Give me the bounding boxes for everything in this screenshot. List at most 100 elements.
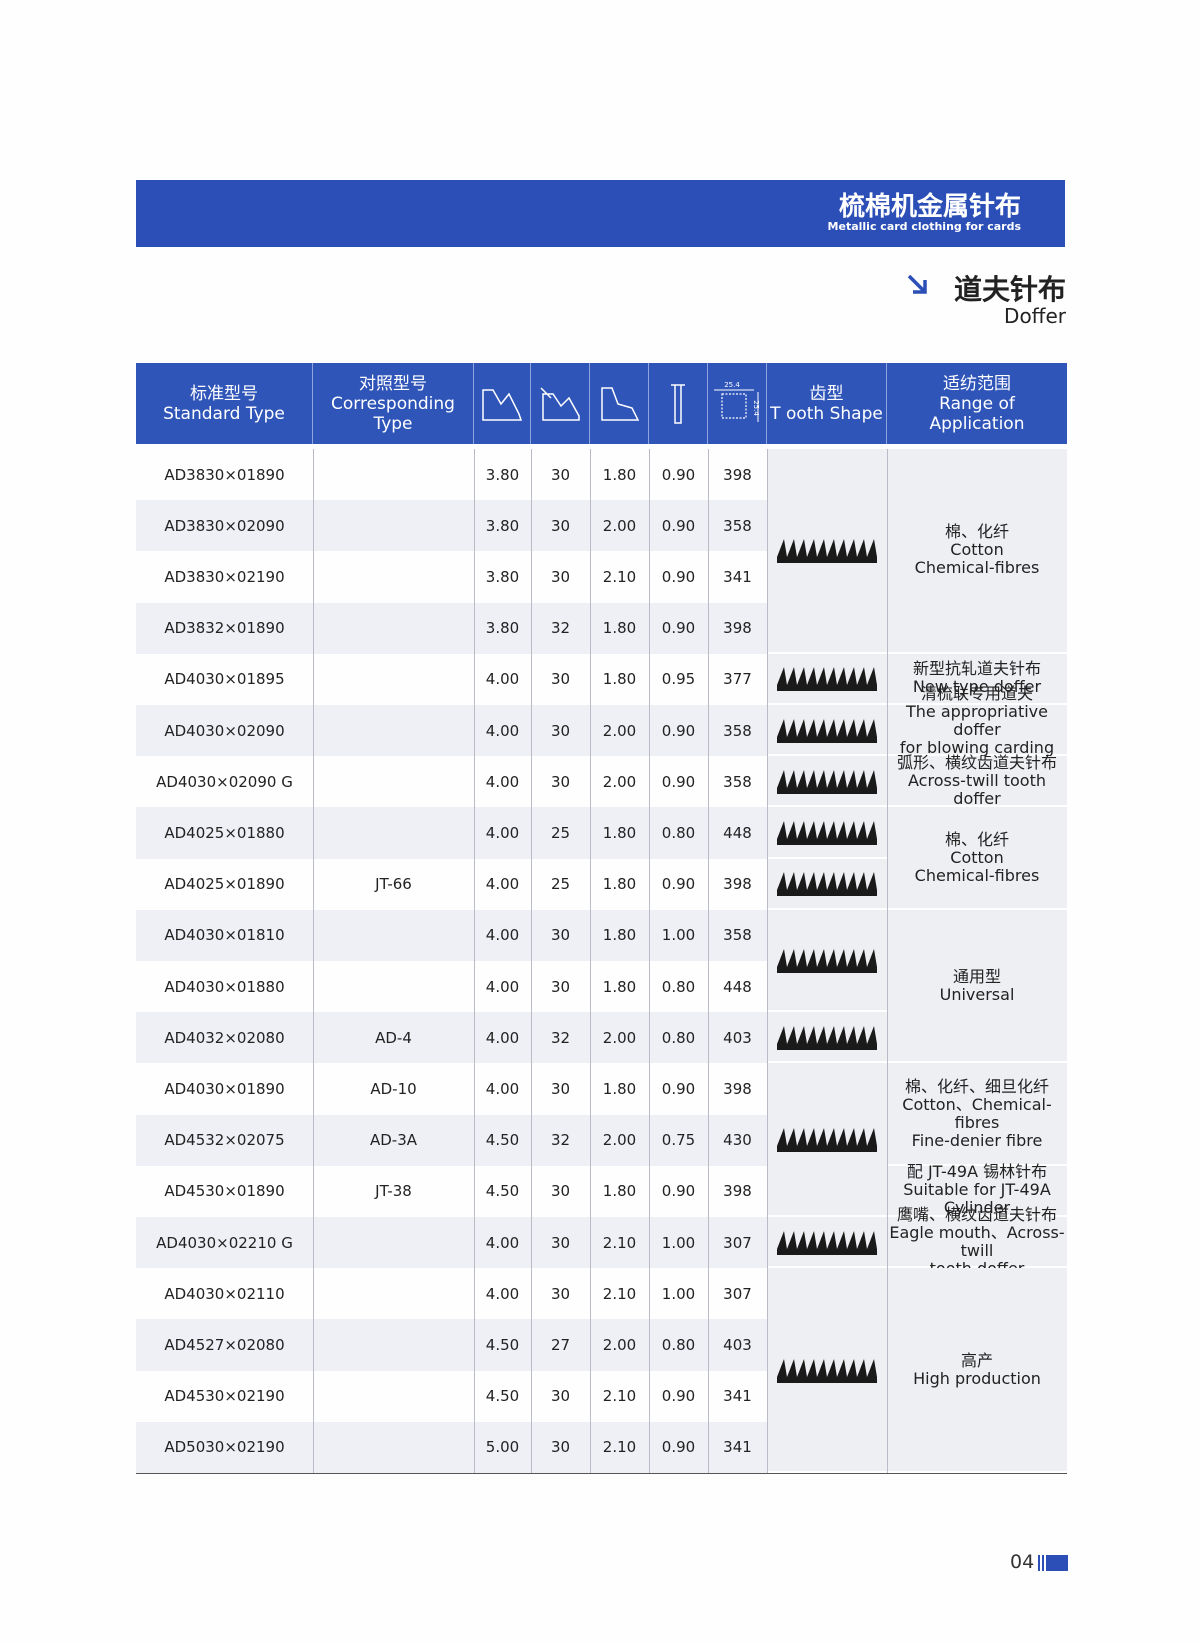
- application-text: Cotton、Chemical-fibres: [902, 1094, 1052, 1132]
- model-cell: JT-38: [375, 1182, 412, 1201]
- value-cell: 1.80: [602, 619, 637, 638]
- tooth-cell: [767, 449, 887, 654]
- application-text: Universal: [939, 984, 1015, 1004]
- value-cell: 0.90: [661, 1387, 696, 1406]
- value-cell: 4.50: [485, 1182, 520, 1201]
- value-cell: 30: [550, 1182, 571, 1201]
- tooth-cell: [767, 807, 887, 859]
- header-cell: 适纺范围 Range of Application: [887, 363, 1067, 444]
- tooth-shape: [777, 769, 877, 794]
- value-cell: 448: [723, 823, 752, 842]
- value-cell: 2.00: [602, 1131, 637, 1150]
- value-cell: 2.00: [602, 1335, 637, 1354]
- application-text: Cotton: [950, 847, 1004, 867]
- value-cell: 4.50: [485, 1387, 520, 1406]
- model-cell: AD3830×01890: [164, 465, 285, 484]
- application-text: The appropriative doffer: [906, 701, 1048, 739]
- value-cell: 2.00: [602, 516, 637, 535]
- value-cell: 30: [550, 772, 571, 791]
- value-cell: 0.80: [661, 1335, 696, 1354]
- value-cell: 341: [723, 1438, 752, 1457]
- value-cell: 32: [550, 619, 571, 638]
- application-text: Cylinder: [943, 1198, 1011, 1218]
- row-shade: [136, 1217, 767, 1269]
- value-cell: 3.80: [485, 516, 520, 535]
- value-cell: 341: [723, 567, 752, 586]
- value-cell: 1.80: [602, 1182, 637, 1201]
- value-cell: 30: [550, 977, 571, 996]
- column-divider: [649, 449, 650, 1473]
- value-cell: 3.80: [485, 619, 520, 638]
- tooth-shape: [777, 718, 877, 743]
- value-cell: 448: [723, 977, 752, 996]
- header-text: 适纺范围: [943, 373, 1011, 394]
- icon-angle: [540, 386, 580, 421]
- value-cell: 2.10: [602, 567, 637, 586]
- value-cell: 27: [550, 1335, 571, 1354]
- tooth-cell: [767, 909, 887, 1013]
- tooth-cell: [767, 858, 887, 910]
- value-cell: 0.90: [661, 875, 696, 894]
- column-divider: [590, 449, 591, 1473]
- value-cell: 0.80: [661, 977, 696, 996]
- icon-width: [671, 383, 685, 424]
- value-cell: 2.00: [602, 721, 637, 740]
- model-cell: AD3830×02190: [164, 567, 285, 586]
- header-text: Application: [929, 413, 1025, 434]
- application-text: 新型抗轧道夫针布: [912, 659, 1041, 679]
- tooth-cell: [767, 1217, 887, 1269]
- icon-density: 25.4 25.4: [714, 381, 760, 422]
- value-cell: 2.10: [602, 1284, 637, 1303]
- tooth-shape: [777, 1128, 877, 1153]
- model-cell: AD-10: [370, 1079, 417, 1098]
- density-label: 25.4: [752, 400, 760, 416]
- value-cell: 0.90: [661, 721, 696, 740]
- value-cell: 2.10: [602, 1233, 637, 1252]
- column-divider: [767, 449, 768, 1473]
- header-text: 标准型号: [190, 383, 258, 404]
- page-number: 04: [1010, 1551, 1035, 1573]
- value-cell: 3.80: [485, 465, 520, 484]
- value-cell: 30: [550, 926, 571, 945]
- model-cell: AD4032×02080: [164, 1028, 285, 1047]
- value-cell: 0.80: [661, 1028, 696, 1047]
- table-header: 标准型号 Standard Type 对照型号 Corresponding Ty…: [136, 363, 1067, 444]
- row-shade: [136, 1421, 767, 1473]
- application-text: 棉、化纤: [944, 829, 1009, 849]
- header-icon: [474, 363, 531, 444]
- row-shade: [136, 1012, 767, 1064]
- tooth-shape: [777, 820, 877, 845]
- value-cell: 403: [723, 1028, 752, 1047]
- application-cell: 弧形、横纹齿道夫针布 Across-twill tooth doffer: [887, 753, 1067, 808]
- column-divider: [313, 449, 314, 1473]
- value-cell: 0.90: [661, 516, 696, 535]
- tooth-cell: [767, 1268, 887, 1473]
- header-text: Range of: [939, 393, 1015, 414]
- model-cell: AD4530×01890: [164, 1182, 285, 1201]
- column-divider: [708, 449, 709, 1473]
- value-cell: 4.00: [485, 670, 520, 689]
- application-text: 通用型: [952, 966, 1001, 986]
- application-text: 棉、化纤、细旦化纤: [904, 1076, 1049, 1096]
- value-cell: 1.80: [602, 926, 637, 945]
- value-cell: 341: [723, 1387, 752, 1406]
- value-cell: 358: [723, 926, 752, 945]
- header-icon: [531, 363, 590, 444]
- application-cell: 通用型 Universal: [887, 909, 1067, 1064]
- application-cell: 棉、化纤 Cotton Chemical-fibres: [887, 449, 1067, 654]
- value-cell: 4.00: [485, 875, 520, 894]
- model-cell: AD4030×02210 G: [156, 1233, 293, 1252]
- value-cell: 3.80: [485, 567, 520, 586]
- application-text: New type doffer: [912, 677, 1042, 697]
- tooth-cell: [767, 756, 887, 808]
- value-cell: 4.50: [485, 1335, 520, 1354]
- icon-base: [601, 386, 640, 421]
- model-cell: AD4532×02075: [164, 1131, 285, 1150]
- tooth-shape: [777, 872, 877, 897]
- application-cell: 清梳联专用道夫 The appropriative doffer for blowi…: [887, 684, 1067, 774]
- model-cell: AD4030×02090 G: [156, 772, 293, 791]
- model-cell: AD-3A: [369, 1131, 418, 1150]
- model-cell: AD4030×01890: [164, 1079, 285, 1098]
- tooth-shape: [777, 539, 877, 564]
